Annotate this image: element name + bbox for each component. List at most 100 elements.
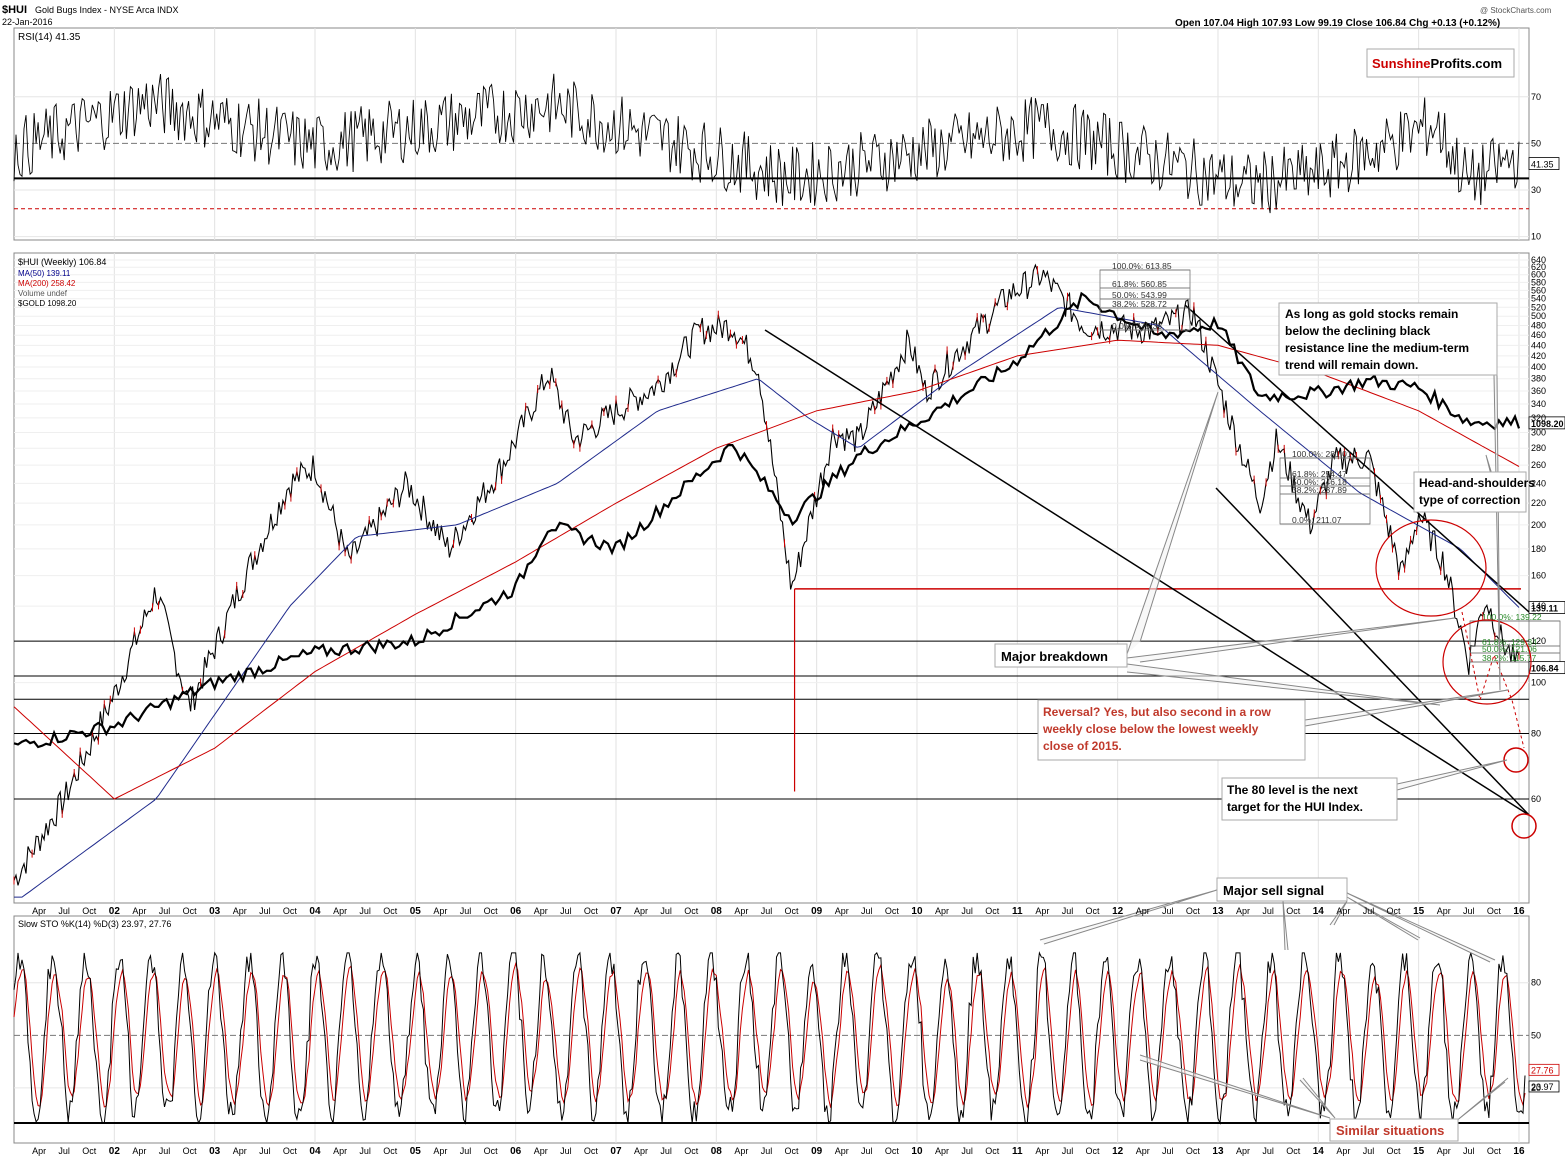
x-tick-label: Apr [333,1146,347,1156]
x-tick-label: 07 [610,1146,622,1157]
x-tick-label: Apr [734,1146,748,1156]
value-badge-text: 1098.20 [1531,419,1564,429]
x-tick-label: Oct [985,1146,1000,1156]
chart-date: 22-Jan-2016 [2,17,53,27]
fib-mid-label: 61.8%: 254.47 [1292,469,1347,479]
x-tick-label: Jul [359,1146,371,1156]
price-axis-label: 460 [1531,330,1546,340]
x-tick-label: Jul [1262,906,1274,916]
breakdown-note-box: Major breakdown [994,643,1128,668]
reversal-note-box: Reversal? Yes, but also second in a row w… [1037,699,1306,761]
x-tick-label: Jul [761,906,773,916]
x-tick-label: Apr [433,1146,447,1156]
x-tick-label: Oct [1286,1146,1301,1156]
brand-box [1366,48,1515,78]
legend-gold: $GOLD 1098.20 [18,299,77,308]
price-axis-label: 420 [1531,351,1546,361]
x-tick-label: Oct [1387,1146,1402,1156]
x-tick-label: 10 [911,906,923,917]
x-tick-label: Jul [259,906,271,916]
x-tick-label: Jul [259,1146,271,1156]
x-tick-label: Oct [1086,1146,1101,1156]
similar-pointer-3 [1454,1077,1509,1123]
price-axis-label: 400 [1531,362,1546,372]
x-tick-label: Apr [534,906,548,916]
x-tick-label: Oct [584,1146,599,1156]
similar-pointer-2 [1299,1077,1336,1119]
x-tick-label: Jul [1162,1146,1174,1156]
quote-line: Open 107.04 High 107.93 Low 99.19 Close … [1175,18,1500,29]
reversal-note: Reversal? Yes, but also second in a row w… [1042,705,1272,753]
x-tick-label: 13 [1212,1146,1224,1157]
x-tick-label: Jul [861,906,873,916]
x-tick-label: 04 [309,1146,321,1157]
price-axis-label: 360 [1531,386,1546,396]
x-tick-label: Oct [885,906,900,916]
x-tick-label: Oct [785,906,800,916]
sto-axis-label: 50 [1531,1030,1541,1040]
target-circle-80 [1503,747,1529,773]
sto-axis-label: 80 [1531,978,1541,988]
series-line-gold [13,291,1521,749]
x-tick-label: 12 [1112,1146,1124,1157]
fib-top-label: 38.2%: 528.72 [1112,299,1167,309]
x-tick-label: 09 [811,906,823,917]
x-tick-label: Jul [660,1146,672,1156]
x-tick-label: Apr [333,906,347,916]
price-axis-label: 440 [1531,340,1546,350]
fib-low-label: 50.0%: 121.06 [1482,644,1537,654]
x-tick-label: 11 [1012,1146,1023,1157]
x-tick-label: Apr [534,1146,548,1156]
x-tick-label: Apr [32,906,46,916]
x-tick-label: Jul [159,1146,171,1156]
sell-signal-note: Major sell signal [1223,883,1324,898]
x-tick-label: Apr [1437,906,1451,916]
projection-path [1461,611,1525,749]
series-line-ma50 [14,307,1520,898]
price-axis-label: 80 [1531,728,1541,738]
chart-name: Gold Bugs Index - NYSE Arca INDX [35,5,179,15]
chart-symbol: $HUI [2,4,27,16]
x-tick-label: Oct [283,906,298,916]
target-circle-60 [1511,813,1537,839]
x-tick-label: Jul [58,1146,70,1156]
fib-top-label: 61.8%: 560.85 [1112,279,1167,289]
x-tick-label: Apr [634,1146,648,1156]
x-tick-label: Oct [383,906,398,916]
target-note-box: The 80 level is the next target for the H… [1221,777,1398,821]
hs-note-box: Head-and-shoulders type of correction [1413,471,1535,513]
x-tick-label: 02 [109,906,121,917]
x-tick-label: Apr [1236,1146,1250,1156]
price-panel-frame [13,252,1530,904]
x-tick-label: Apr [233,906,247,916]
sto-value-badge [1528,1080,1560,1093]
price-axis-label: 100 [1531,678,1546,688]
x-tick-label: 08 [711,1146,723,1157]
price-axis-label: 520 [1531,302,1546,312]
legend-ma50: MA(50) 139.11 [18,269,71,278]
price-axis-label: 560 [1531,285,1546,295]
sto-value-text: 27.76 [1531,1065,1554,1075]
value-badge [1528,416,1565,430]
resistance-line-upper [764,329,1530,816]
x-tick-label: Apr [734,906,748,916]
x-tick-label: Apr [835,906,849,916]
value-badge [1528,601,1565,614]
x-tick-label: 16 [1513,906,1525,917]
x-tick-label: Oct [684,1146,699,1156]
price-axis-label: 240 [1531,478,1546,488]
breakdown-pointer-1 [1126,391,1219,655]
x-tick-label: 08 [711,906,723,917]
x-tick-label: 14 [1313,906,1325,917]
price-axis-label: 480 [1531,321,1546,331]
x-tick-label: Oct [584,906,599,916]
x-tick-label: Apr [1136,906,1150,916]
x-tick-label: 15 [1413,906,1425,917]
x-tick-label: Oct [484,1146,499,1156]
price-axis-label: 540 [1531,294,1546,304]
price-axis-label: 500 [1531,311,1546,321]
x-tick-label: Jul [1463,906,1475,916]
fib-mid-label: 100.0%: 281.01 [1292,449,1352,459]
fib-mid-label: 0.0%: 211.07 [1292,515,1342,525]
